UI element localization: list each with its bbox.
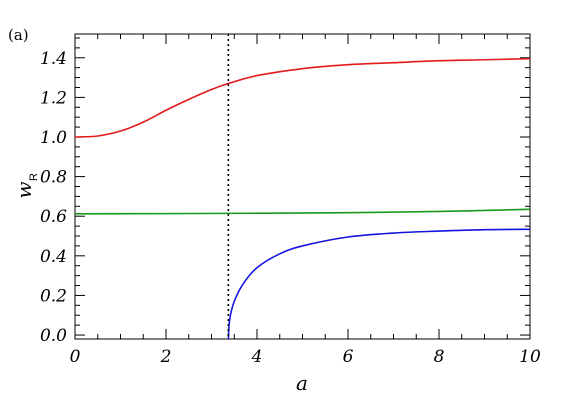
y-tick-label: 0.6	[40, 207, 67, 227]
series-line-1	[74, 57, 531, 138]
x-tick-label: 6	[343, 347, 354, 367]
y-tick-label: 1.4	[40, 49, 67, 69]
x-tick-label: 4	[251, 347, 263, 367]
x-tick-label: 2	[160, 347, 172, 367]
y-tick-label: 0.0	[40, 326, 67, 346]
axis-ticks	[74, 34, 531, 339]
panel-label: (a)	[8, 26, 29, 44]
y-tick-label: 1.2	[40, 88, 67, 108]
y-tick-label: 1.0	[40, 128, 67, 148]
series-line-3	[227, 228, 531, 340]
y-tick-label: 0.2	[40, 286, 67, 306]
y-axis-label: w R	[12, 173, 40, 199]
y-tick-label: 0.8	[40, 168, 67, 188]
series-line-2	[74, 208, 531, 215]
y-tick-labels: 0.0 0.2 0.4 0.6 0.8 1.0 1.2 1.4	[40, 49, 67, 346]
y-tick-label: 0.4	[40, 247, 67, 267]
y-axis-label-subscript: R	[28, 173, 40, 181]
x-tick-labels: 0 2 4 6 8 10	[70, 347, 541, 367]
y-axis-label-main: w	[12, 181, 36, 198]
x-tick-label: 10	[519, 347, 541, 367]
data-series	[74, 57, 531, 340]
plot-frame	[74, 33, 531, 340]
x-tick-label: 0	[70, 347, 81, 367]
x-tick-label: 8	[434, 347, 445, 367]
x-axis-label: a	[296, 371, 308, 395]
